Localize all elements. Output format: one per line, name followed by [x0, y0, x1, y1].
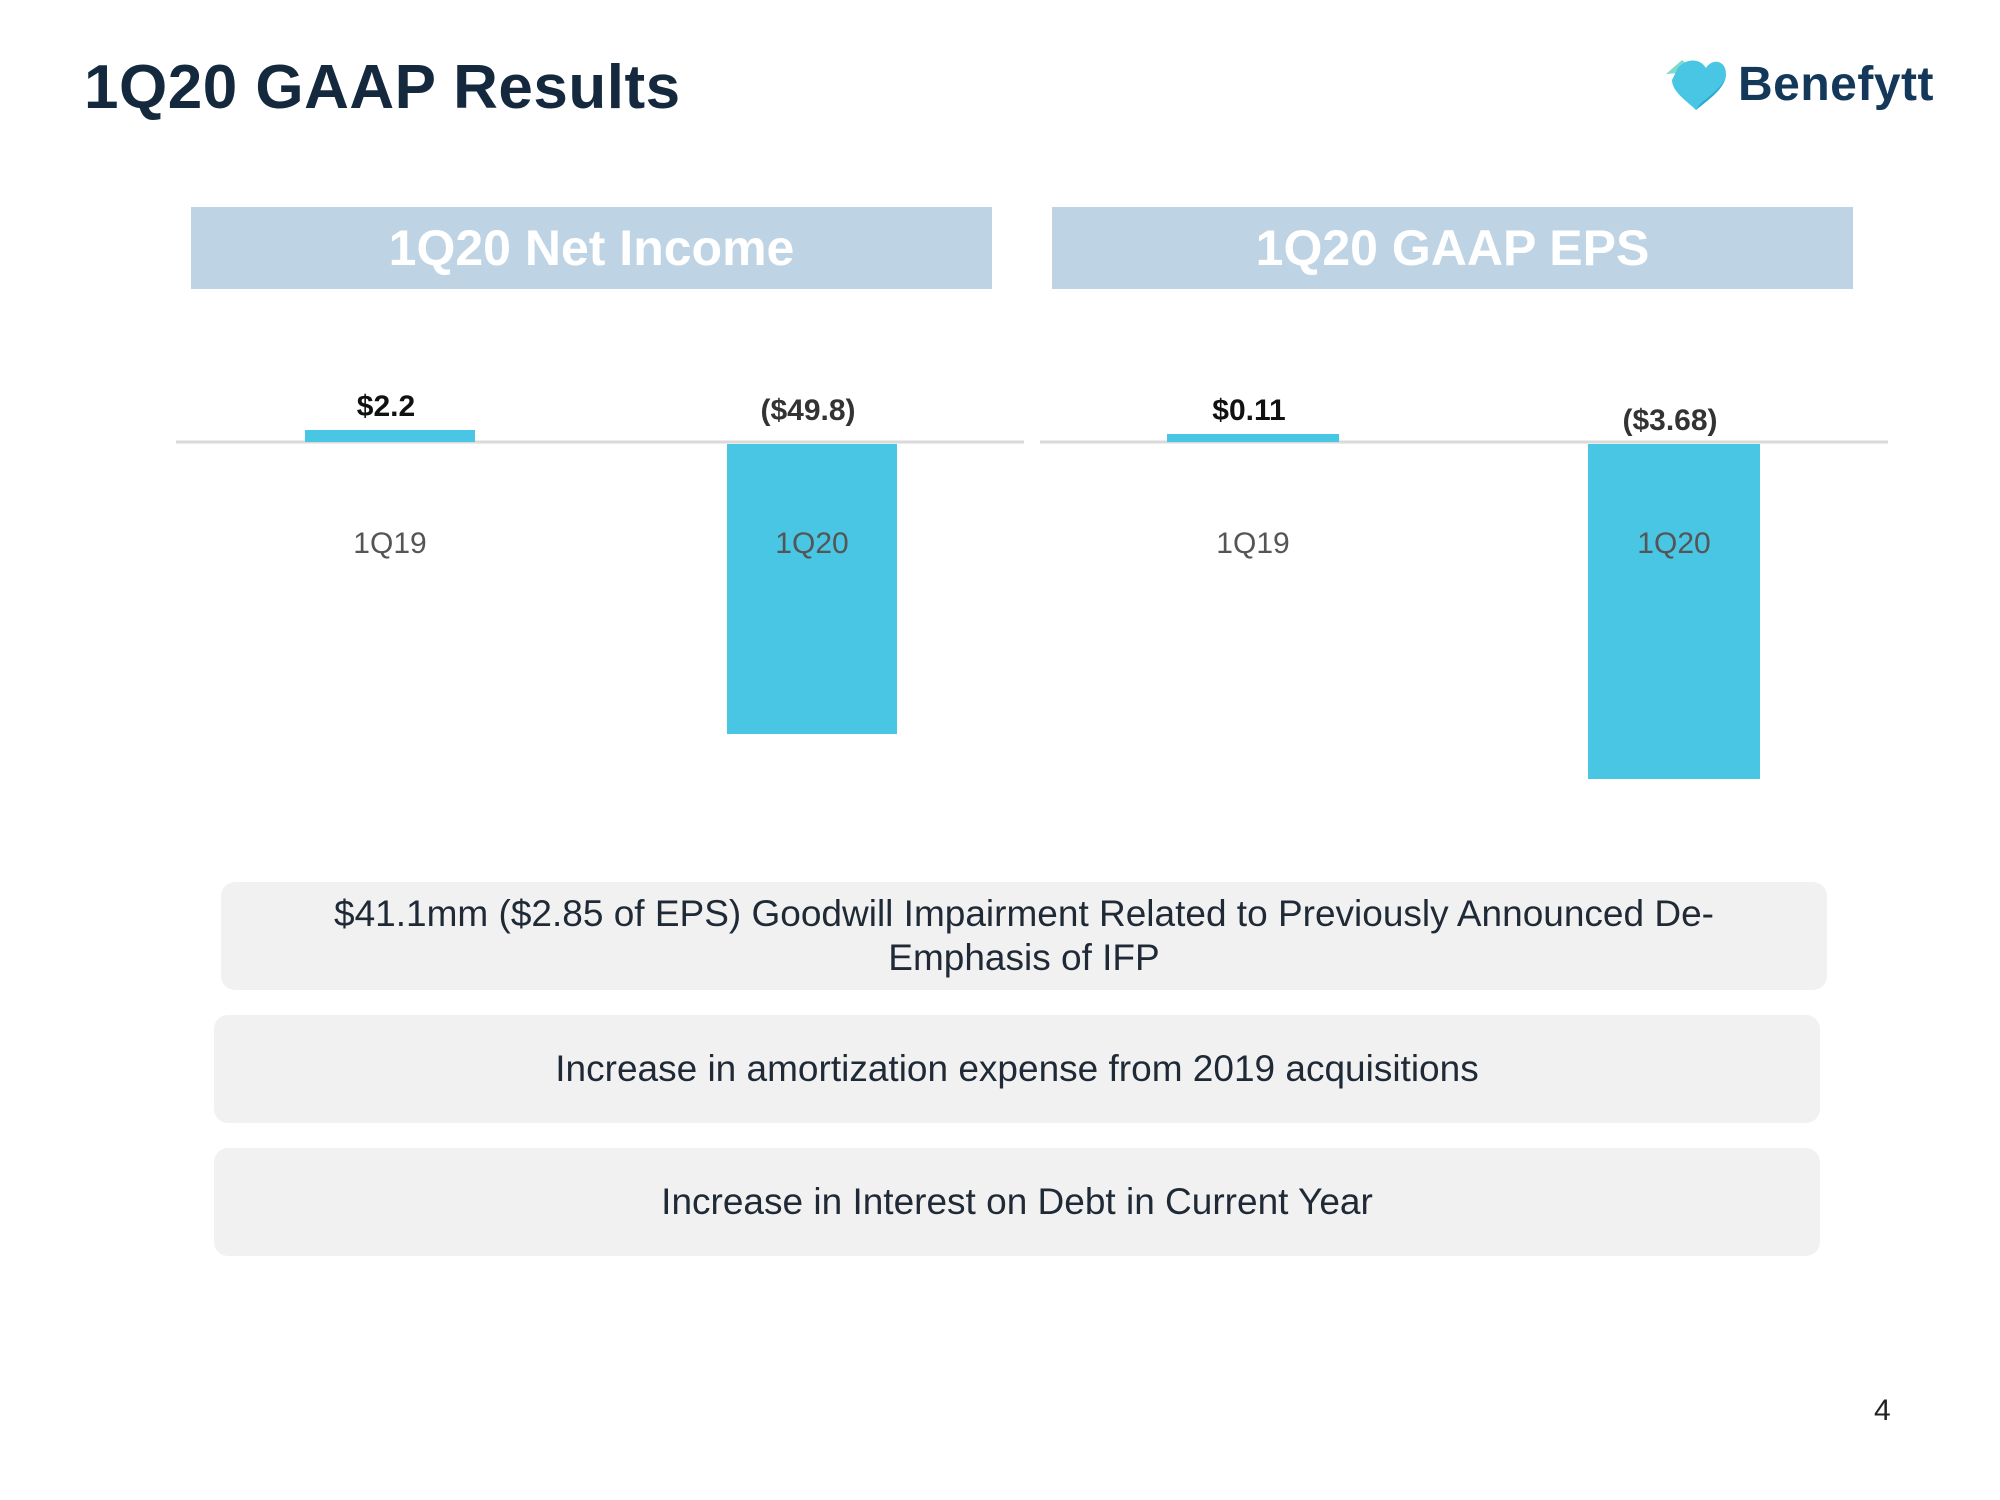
data-label-1q20: ($49.8)	[760, 394, 855, 427]
page-number: 4	[1874, 1394, 1891, 1427]
category-label-1q19: 1Q19	[353, 527, 426, 560]
page-title: 1Q20 GAAP Results	[84, 53, 681, 122]
note-box-goodwill: $41.1mm ($2.85 of EPS) Goodwill Impairme…	[221, 882, 1827, 990]
gaap-eps-chart-title: 1Q20 GAAP EPS	[1052, 207, 1853, 289]
note-text-amortization: Increase in amortization expense from 20…	[555, 1048, 1479, 1089]
data-label-1q19: $2.2	[357, 390, 415, 423]
gaap-eps-chart: $0.11 1Q19 ($3.68) 1Q20	[1040, 394, 1888, 779]
note-text-goodwill: $41.1mm ($2.85 of EPS) Goodwill Impairme…	[334, 893, 1714, 978]
note-box-amortization: Increase in amortization expense from 20…	[214, 1015, 1820, 1123]
data-label-1q20: ($3.68)	[1622, 404, 1717, 437]
note-text-interest: Increase in Interest on Debt in Current …	[661, 1181, 1373, 1222]
bar-1q19	[305, 430, 475, 442]
heart-logo-icon	[1666, 60, 1726, 110]
category-label-1q19: 1Q19	[1216, 527, 1289, 560]
data-label-1q19: $0.11	[1212, 394, 1285, 427]
category-label-1q20: 1Q20	[775, 527, 848, 560]
note-box-interest: Increase in Interest on Debt in Current …	[214, 1148, 1820, 1256]
bar-1q20	[1588, 444, 1760, 779]
net-income-chart-title: 1Q20 Net Income	[191, 207, 992, 289]
company-logo: Benefytt	[1660, 54, 1934, 114]
bar-1q19	[1167, 434, 1339, 442]
category-label-1q20: 1Q20	[1637, 527, 1710, 560]
logo-text: Benefytt	[1738, 57, 1935, 111]
bar-1q20	[727, 444, 897, 734]
net-income-chart: $2.2 1Q19 ($49.8) 1Q20	[176, 390, 1024, 734]
